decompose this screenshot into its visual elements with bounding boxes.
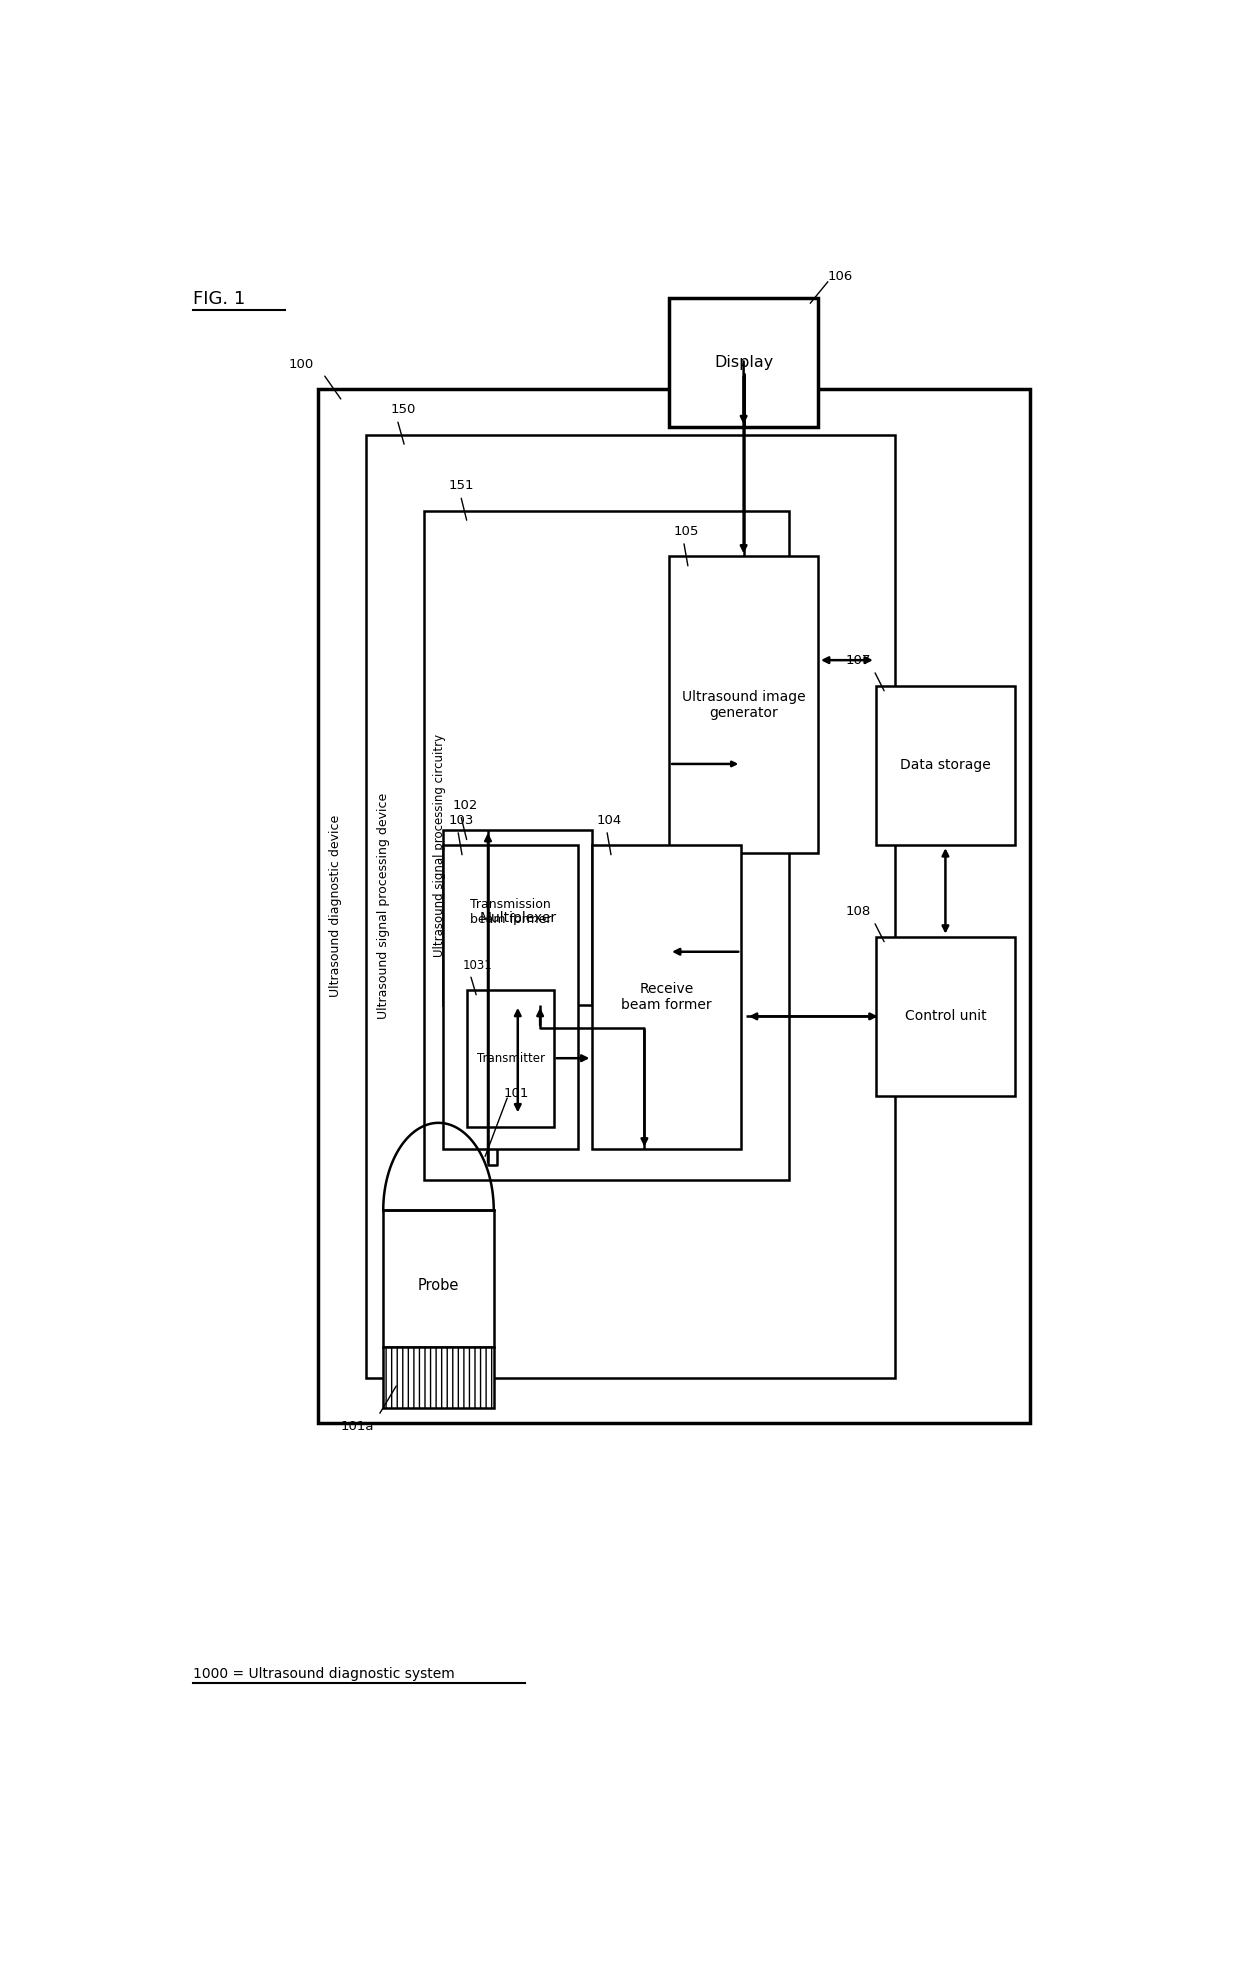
- Bar: [383, 1211, 494, 1347]
- Bar: [444, 845, 578, 1149]
- Text: Multiplexer: Multiplexer: [479, 910, 557, 924]
- Text: 102: 102: [453, 798, 479, 812]
- Text: 1031: 1031: [463, 958, 492, 972]
- Text: 151: 151: [448, 480, 474, 492]
- Text: Probe: Probe: [418, 1278, 459, 1294]
- Text: Display: Display: [714, 356, 774, 369]
- Text: 100: 100: [289, 357, 314, 371]
- Text: Control unit: Control unit: [905, 1009, 986, 1023]
- Bar: [593, 845, 742, 1149]
- Bar: [670, 298, 818, 427]
- Text: Ultrasound signal processing circuitry: Ultrasound signal processing circuitry: [433, 735, 446, 956]
- Bar: [383, 1347, 494, 1408]
- Text: FIG. 1: FIG. 1: [193, 290, 246, 308]
- Text: 101a: 101a: [340, 1420, 373, 1434]
- Bar: [424, 512, 789, 1179]
- Bar: [319, 389, 1029, 1424]
- Text: 105: 105: [675, 525, 699, 537]
- Bar: [875, 685, 1016, 845]
- Text: 107: 107: [846, 654, 870, 668]
- Text: 150: 150: [391, 403, 415, 417]
- Text: 1000 = Ultrasound diagnostic system: 1000 = Ultrasound diagnostic system: [193, 1667, 455, 1681]
- Text: Ultrasound diagnostic device: Ultrasound diagnostic device: [329, 816, 342, 997]
- Bar: [467, 989, 554, 1126]
- Text: Receive
beam former: Receive beam former: [621, 982, 712, 1013]
- Text: Data storage: Data storage: [900, 758, 991, 772]
- Text: Ultrasound image
generator: Ultrasound image generator: [682, 689, 806, 719]
- Text: 108: 108: [846, 905, 870, 918]
- Text: 101: 101: [503, 1086, 528, 1100]
- Bar: [670, 557, 818, 853]
- Text: Ultrasound signal processing device: Ultrasound signal processing device: [377, 794, 391, 1019]
- Bar: [367, 434, 895, 1379]
- Text: Transmitter: Transmitter: [476, 1053, 544, 1065]
- Text: 106: 106: [828, 271, 853, 282]
- Bar: [444, 830, 593, 1005]
- Text: Transmission
beam former: Transmission beam former: [470, 899, 552, 926]
- Text: 103: 103: [448, 814, 474, 828]
- Text: 104: 104: [596, 814, 622, 828]
- Bar: [875, 936, 1016, 1096]
